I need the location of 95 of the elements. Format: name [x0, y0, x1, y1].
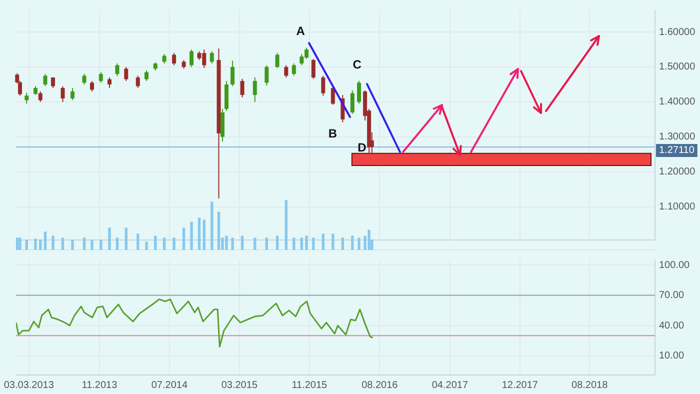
candlestick [275, 52, 280, 69]
candlestick [350, 90, 354, 114]
candlestick [190, 49, 194, 68]
bar [358, 238, 360, 250]
x-tick-label: 03.03.2013 [4, 380, 54, 391]
bar [162, 238, 166, 250]
bar [198, 218, 201, 250]
y-tick-label: 10.00 [659, 350, 684, 362]
annotation: B [328, 126, 338, 141]
bar [145, 242, 148, 250]
candlestick [115, 62, 120, 77]
x-tick-label: 12.2017 [502, 380, 538, 391]
bar [116, 238, 119, 250]
candlestick [24, 92, 29, 104]
candlestick [230, 60, 235, 87]
bar [240, 236, 244, 250]
candlestick [311, 58, 316, 80]
x-tick-label: 04.2017 [432, 380, 468, 391]
candlestick [321, 75, 326, 96]
bar [312, 238, 315, 250]
candlestick [252, 76, 257, 102]
bar [182, 228, 186, 250]
bar [217, 212, 220, 250]
bar [284, 200, 288, 250]
bar [265, 238, 268, 250]
candlestick [90, 80, 94, 92]
candlestick [240, 78, 244, 98]
candlestick [284, 64, 288, 78]
bar [124, 228, 128, 250]
x-tick-label: 03.2015 [221, 380, 258, 391]
candlestick [292, 62, 296, 76]
bar [39, 240, 42, 250]
candlestick [43, 73, 48, 87]
candlestick [144, 70, 148, 82]
candlestick [82, 73, 86, 85]
bar [18, 238, 22, 250]
bar [172, 238, 176, 250]
bar [292, 238, 296, 250]
bar [136, 234, 140, 250]
bar [52, 236, 54, 250]
x-tick-label: 08.2016 [362, 380, 398, 391]
bar [71, 240, 74, 250]
candlestick [172, 52, 176, 66]
bar [368, 230, 370, 250]
bar [351, 236, 354, 250]
bar [100, 240, 102, 250]
annotation: C [352, 57, 362, 72]
bar [202, 220, 206, 250]
bar [225, 236, 228, 250]
bar [82, 238, 86, 250]
candlestick [70, 87, 74, 101]
bar [276, 236, 279, 250]
candlestick [264, 64, 269, 86]
bar [210, 202, 214, 250]
y-tick-label: 70.00 [659, 290, 684, 302]
bar [34, 238, 37, 250]
candlestick [38, 90, 42, 102]
bar [231, 238, 234, 250]
candlestick [357, 80, 362, 104]
y-tick-label: 1.50000 [659, 62, 696, 73]
x-tick-label: 11.2013 [82, 380, 118, 391]
candlestick [210, 50, 214, 64]
bar [61, 238, 64, 250]
bar [300, 238, 303, 250]
bar [254, 238, 256, 250]
bar [154, 236, 157, 250]
annotation: D [358, 140, 367, 155]
annotation: A [296, 24, 306, 38]
y-tick-label: 1.10000 [659, 202, 696, 213]
bar [16, 238, 18, 250]
candlestick [124, 66, 128, 82]
ref-line-label: 1.27110 [659, 145, 695, 156]
y-tick-label: 1.40000 [659, 96, 696, 108]
bar [44, 232, 47, 250]
candlestick [136, 75, 140, 88]
y-tick-label: 1.20000 [659, 166, 696, 178]
bar [341, 238, 344, 250]
bar [322, 234, 324, 250]
candlestick [162, 54, 166, 64]
y-tick-label: 40.00 [659, 320, 684, 332]
bar [90, 240, 94, 250]
bar [25, 240, 28, 250]
candlestick [108, 76, 112, 88]
y-tick-label: 1.60000 [659, 26, 696, 38]
candlestick [98, 72, 103, 84]
bar [108, 228, 111, 250]
bar [332, 234, 334, 250]
x-tick-label: 11.2015 [292, 380, 328, 391]
y-tick-label: 1.30000 [659, 132, 696, 143]
bar [305, 236, 308, 250]
bar [190, 222, 193, 250]
y-tick-label: 100.00 [659, 260, 690, 271]
candlestick [60, 86, 65, 102]
x-tick-label: 07.2014 [151, 380, 188, 391]
x-tick-label: 08.2018 [572, 380, 608, 391]
